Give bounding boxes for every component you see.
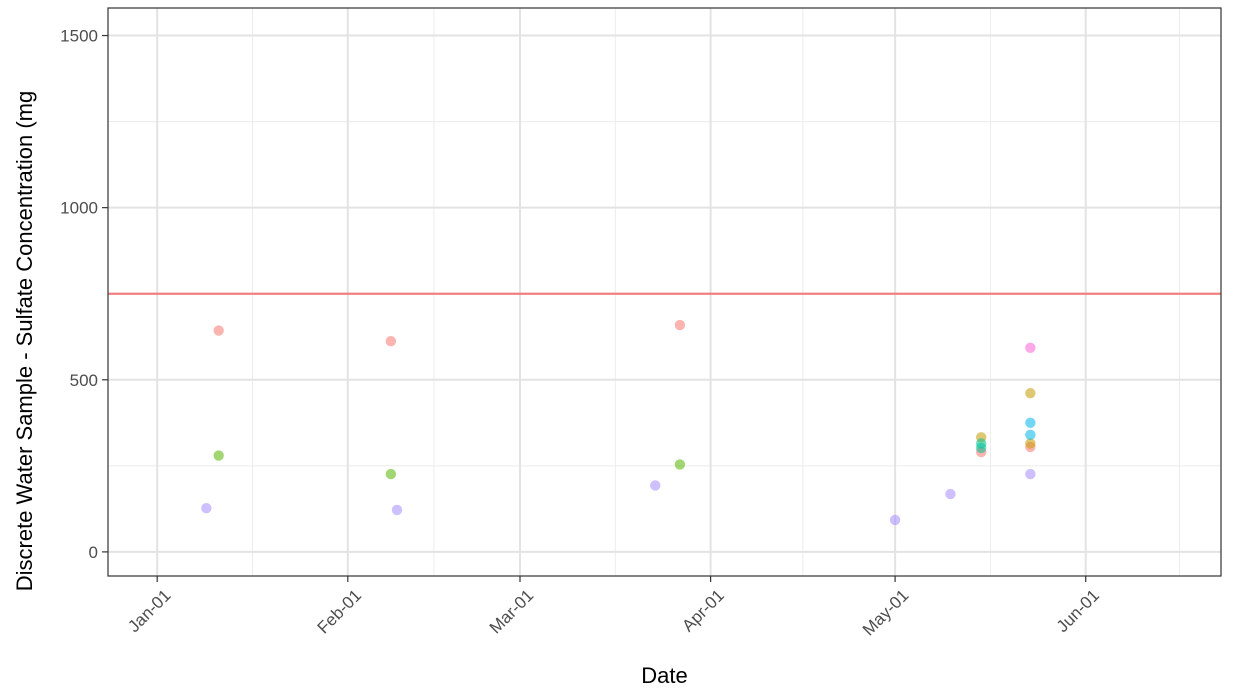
data-point: [213, 325, 224, 336]
plot-area: [107, 7, 1222, 577]
y-tick-label: 1000: [60, 199, 98, 218]
data-point: [1025, 438, 1036, 449]
grid-major: [108, 8, 1221, 576]
data-point: [385, 468, 397, 480]
y-axis: 0 500 1000 1500: [60, 27, 108, 562]
data-point: [674, 319, 686, 331]
y-tick-label: 0: [89, 543, 98, 562]
panel-background: [108, 8, 1221, 576]
x-axis-title: Date: [641, 663, 687, 688]
y-axis-title: Discrete Water Sample - Sulfate Concentr…: [12, 91, 37, 592]
y-tick-label: 500: [70, 371, 98, 390]
data-point: [674, 459, 686, 470]
data-point: [1025, 417, 1036, 429]
data-points: [201, 319, 1036, 526]
panel-border: [107, 7, 1222, 577]
data-point: [1025, 388, 1036, 399]
data-point: [1025, 429, 1036, 441]
data-point: [1025, 468, 1036, 480]
data-point: [385, 336, 397, 347]
data-point: [650, 480, 661, 491]
data-point: [391, 504, 403, 516]
data-point: [1025, 342, 1036, 353]
y-tick-label: 1500: [60, 27, 98, 46]
data-point: [975, 442, 987, 454]
data-point: [201, 502, 212, 514]
data-point: [889, 514, 901, 526]
data-point: [945, 488, 956, 500]
data-point: [213, 450, 224, 461]
